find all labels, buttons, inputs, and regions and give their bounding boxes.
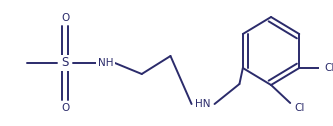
Text: Cl: Cl bbox=[325, 63, 333, 73]
Text: O: O bbox=[61, 13, 69, 23]
Text: HN: HN bbox=[195, 99, 211, 109]
Text: S: S bbox=[62, 56, 69, 70]
Text: O: O bbox=[61, 103, 69, 113]
Text: NH: NH bbox=[98, 58, 113, 68]
Text: Cl: Cl bbox=[295, 103, 305, 113]
